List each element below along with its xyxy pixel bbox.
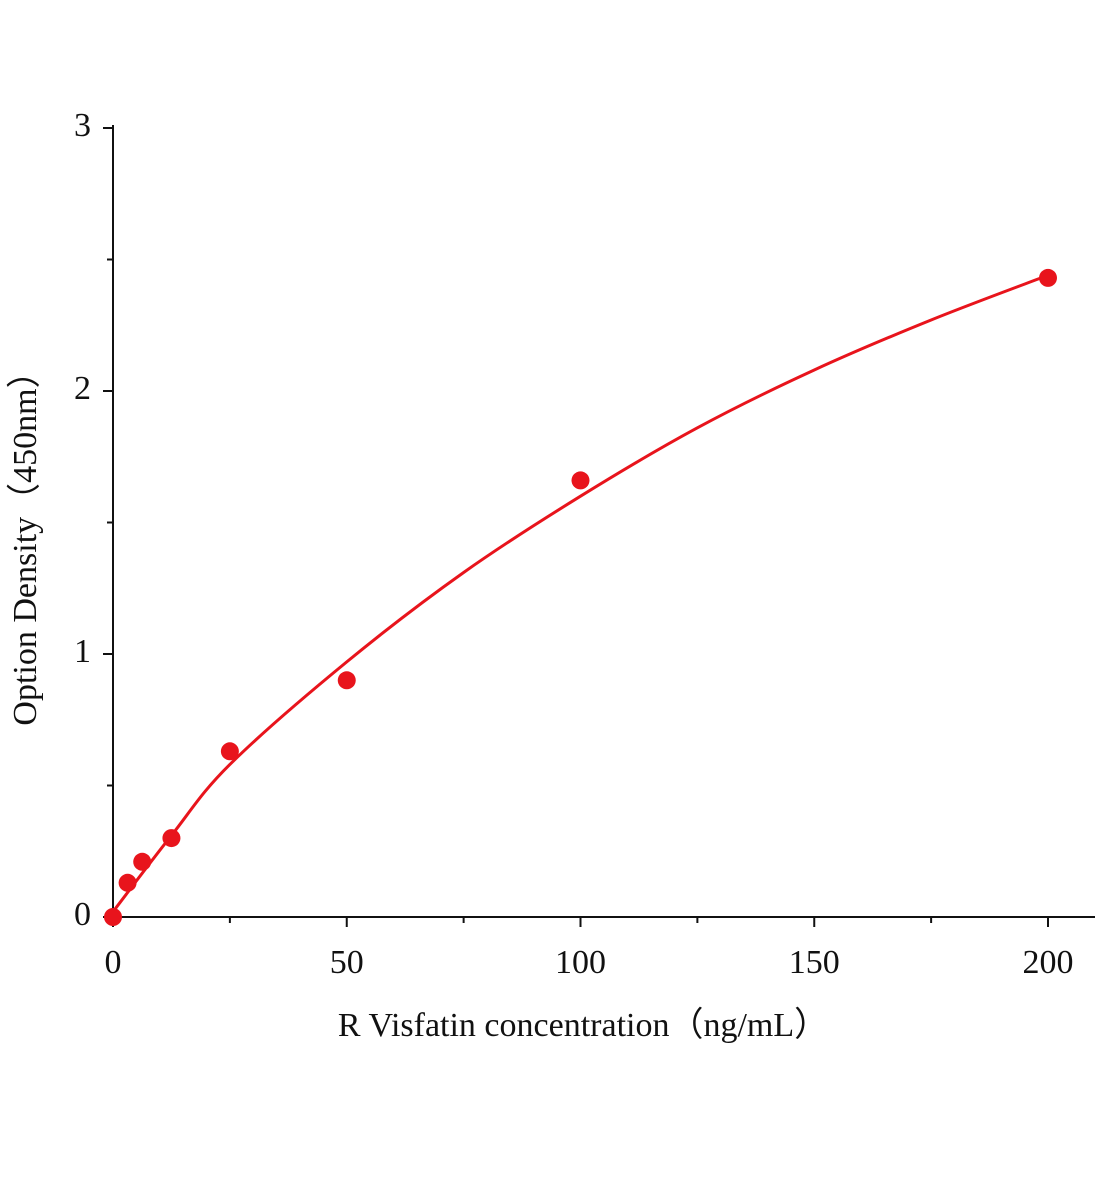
x-tick-label: 50 xyxy=(330,944,364,981)
x-axis-label: R Visfatin concentration（ng/mL） xyxy=(338,1006,828,1044)
y-axis-label: Option Density（450nm） xyxy=(6,354,44,725)
y-tick-label: 2 xyxy=(74,370,91,407)
x-tick-label: 150 xyxy=(789,944,840,981)
x-tick-label: 100 xyxy=(555,944,606,981)
data-point xyxy=(1039,268,1057,287)
data-point xyxy=(104,908,122,926)
x-tick-label: 0 xyxy=(105,944,122,981)
x-tick-label: 200 xyxy=(1023,944,1074,981)
y-tick-label: 1 xyxy=(74,633,91,670)
fit-curve xyxy=(111,273,1049,913)
y-tick-label: 0 xyxy=(74,896,91,933)
data-point xyxy=(220,742,239,761)
y-tick-label: 3 xyxy=(74,107,91,144)
data-point xyxy=(133,852,152,871)
data-point xyxy=(337,671,356,690)
data-point xyxy=(571,471,590,490)
